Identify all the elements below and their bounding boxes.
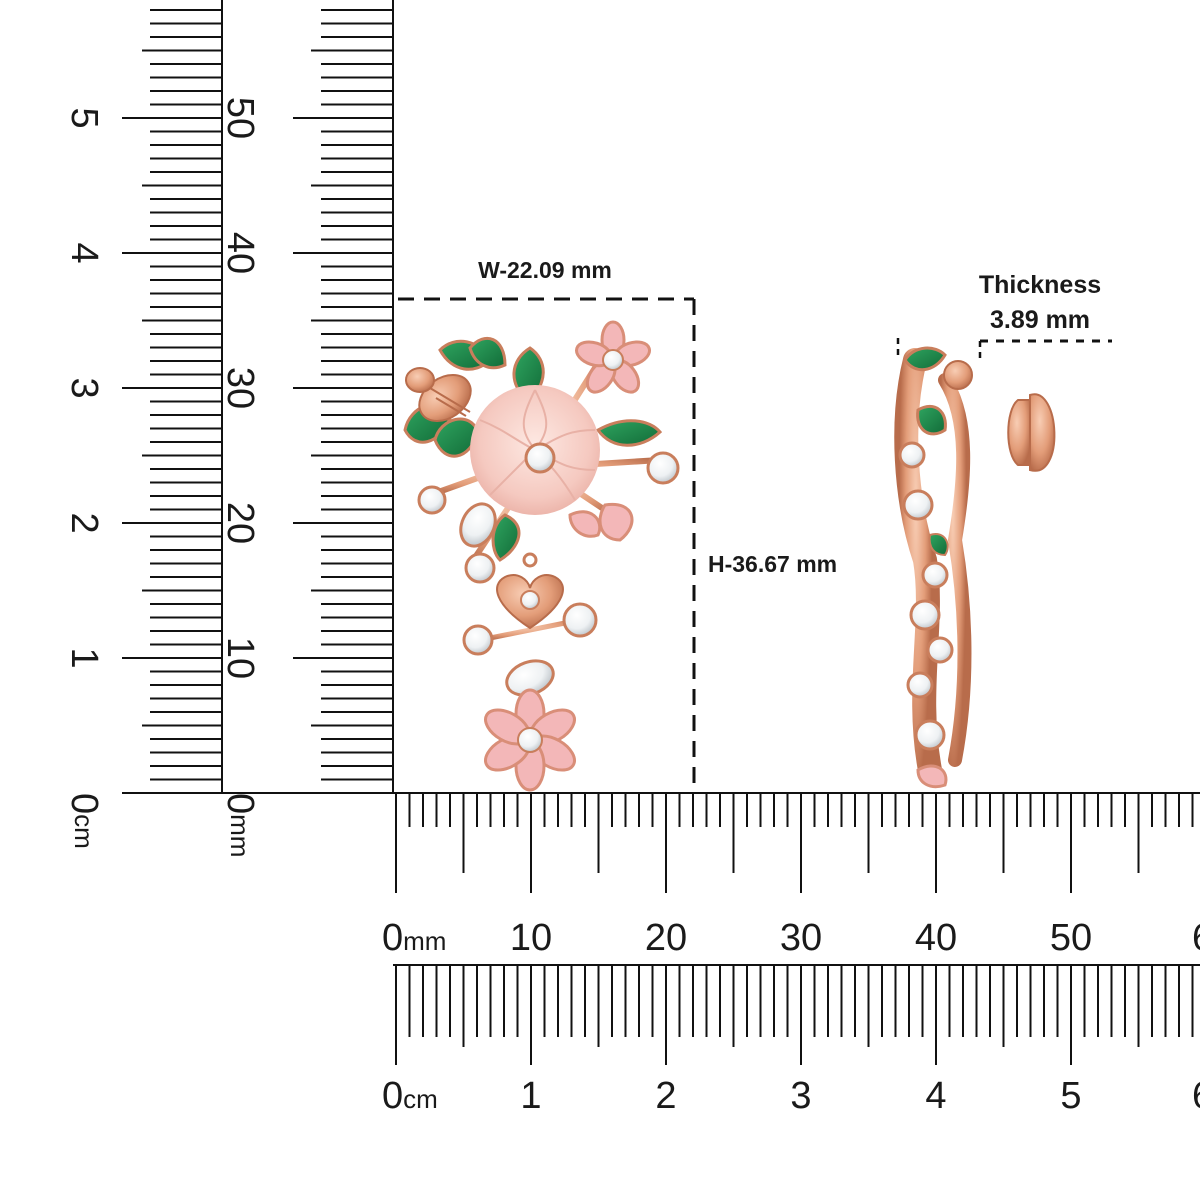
pink-bud	[568, 502, 634, 542]
heart-charm	[496, 552, 564, 630]
left-cm-unit: cm	[69, 814, 99, 849]
pink-flower-top	[575, 320, 651, 394]
left-cm-label: 4	[63, 242, 105, 263]
left-cm-labels: 0cm 1 2 3 4 5	[63, 107, 105, 848]
left-mm-label: 10	[219, 637, 261, 679]
thickness-value: 3.89 mm	[990, 306, 1090, 334]
left-cm-label: 5	[63, 107, 105, 128]
left-mm-label: 20	[219, 502, 261, 544]
width-guide: W-22.09 mm	[398, 257, 694, 301]
left-cm-label: 3	[63, 377, 105, 398]
bottom-ruler-mm: 0mm 10 20 30 40 50 6	[122, 792, 1200, 959]
bottom-mm-label: 6	[1192, 917, 1200, 959]
bottom-mm-label: 20	[645, 917, 687, 959]
left-mm-label: 40	[219, 232, 261, 274]
bottom-cm-ticks	[395, 965, 1194, 1065]
earring-front-view	[403, 320, 680, 792]
bottom-cm-label: 0cm	[382, 1075, 438, 1117]
bottom-cm-unit: cm	[403, 1084, 438, 1114]
earring-post	[962, 393, 1103, 472]
bottom-cm-label: 6	[1192, 1075, 1200, 1117]
left-mm-labels: 0mm 10 20 30 40 50	[219, 97, 261, 858]
left-cm-label: 2	[63, 512, 105, 533]
bottom-cm-labels: 0cm 1 2 3 4 5 6	[382, 1075, 1200, 1117]
left-cm-label: 0cm	[63, 793, 105, 849]
left-ruler-cm: 0cm 1 2 3 4 5	[63, 0, 223, 849]
bottom-cm-label: 3	[790, 1075, 811, 1117]
bottom-mm-label: 0mm	[382, 917, 446, 959]
width-label: W-22.09 mm	[478, 257, 612, 283]
height-label: H-36.67 mm	[708, 551, 837, 577]
left-cm-label: 1	[63, 647, 105, 668]
left-ruler-mm: 0mm 10 20 30 40 50	[219, 0, 394, 858]
bottom-mm-label: 30	[780, 917, 822, 959]
left-mm-unit: mm	[225, 814, 255, 857]
left-mm-label: 50	[219, 97, 261, 139]
left-cm-ticks	[122, 9, 222, 794]
left-mm-ticks	[293, 9, 393, 794]
thickness-guide: Thickness 3.89 mm	[896, 271, 1112, 362]
bottom-ruler-cm: 0cm 1 2 3 4 5 6	[382, 964, 1200, 1117]
bottom-cm-label: 4	[925, 1075, 946, 1117]
bottom-mm-label: 10	[510, 917, 552, 959]
pink-flower-bottom	[484, 688, 576, 792]
bee-charm	[403, 336, 507, 458]
bottom-mm-label: 50	[1050, 917, 1092, 959]
bottom-mm-ticks	[395, 793, 1194, 893]
height-guide: H-36.67 mm	[692, 299, 837, 790]
bottom-cm-label: 5	[1060, 1075, 1081, 1117]
bottom-mm-labels: 0mm 10 20 30 40 50 6	[382, 917, 1200, 959]
bottom-cm-label: 1	[520, 1075, 541, 1117]
left-mm-label: 0mm	[219, 793, 261, 857]
left-mm-label: 30	[219, 367, 261, 409]
bottom-cm-label: 2	[655, 1075, 676, 1117]
thickness-title: Thickness	[979, 271, 1101, 299]
shell-flower	[470, 385, 600, 515]
bottom-mm-unit: mm	[403, 926, 446, 956]
earring-side-view	[894, 346, 1103, 789]
crystals	[417, 451, 680, 697]
bottom-mm-label: 40	[915, 917, 957, 959]
